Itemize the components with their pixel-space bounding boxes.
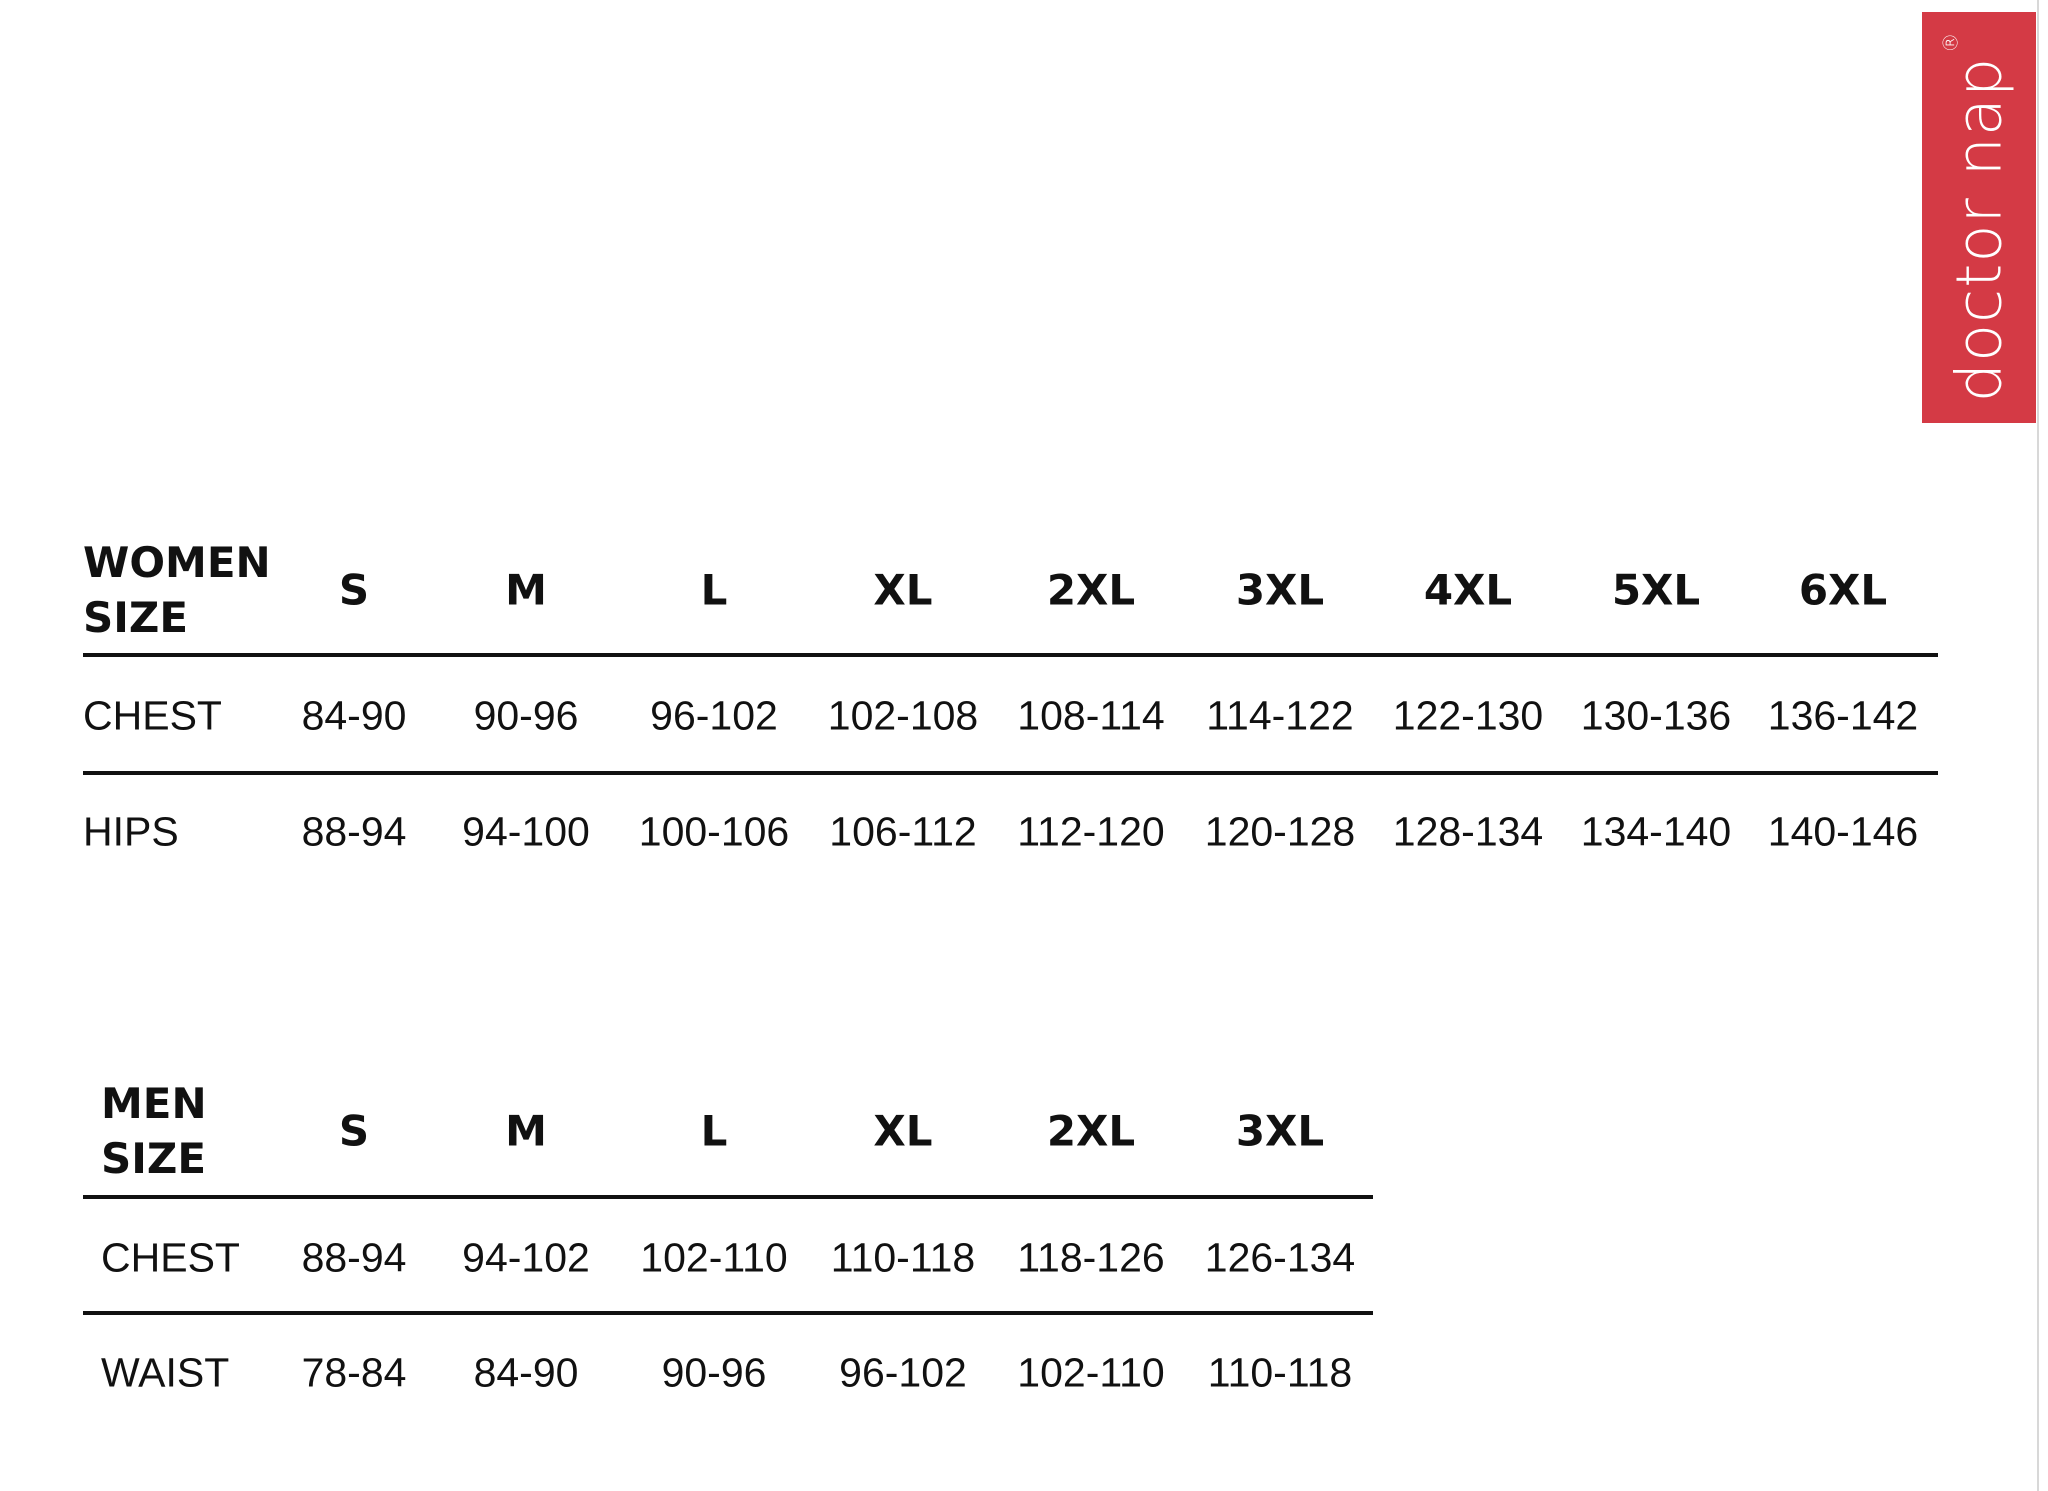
size-header-m: M — [505, 1106, 547, 1156]
size-header-6xl: 6XL — [1798, 565, 1888, 615]
size-header-2xl: 2XL — [1046, 1106, 1136, 1156]
measurement-cell: 90-96 — [473, 692, 579, 739]
heading-line: WOMEN — [83, 538, 271, 587]
measurement-cell: 94-100 — [462, 808, 590, 855]
measurement-cell: 110-118 — [830, 1234, 976, 1281]
measurement-cell: 96-102 — [839, 1349, 967, 1396]
measurement-cell: 134-140 — [1580, 808, 1732, 855]
measurement-cell: 90-96 — [661, 1349, 767, 1396]
measurement-cell: 120-128 — [1204, 808, 1356, 855]
measurement-cell: 88-94 — [301, 1234, 407, 1281]
measurement-cell: 114-122 — [1206, 692, 1354, 739]
row-label-chest: CHEST — [101, 1234, 240, 1281]
measurement-cell: 78-84 — [301, 1349, 407, 1396]
measurement-cell: 84-90 — [473, 1349, 579, 1396]
measurement-cell: 130-136 — [1580, 692, 1732, 739]
measurement-cell: 112-120 — [1017, 808, 1165, 855]
size-header-4xl: 4XL — [1423, 565, 1513, 615]
heading-line: MEN — [101, 1079, 207, 1128]
size-header-2xl: 2XL — [1046, 565, 1136, 615]
measurement-cell: 96-102 — [650, 692, 778, 739]
size-header-l: L — [700, 1106, 728, 1156]
row-divider — [83, 1311, 1373, 1315]
measurement-cell: 102-110 — [640, 1234, 788, 1281]
measurement-cell: 118-126 — [1017, 1234, 1165, 1281]
measurement-cell: 84-90 — [301, 692, 407, 739]
size-header-s: S — [338, 1106, 370, 1156]
size-header-xl: XL — [873, 1106, 933, 1156]
row-label-chest: CHEST — [83, 692, 222, 739]
measurement-cell: 126-134 — [1204, 1234, 1356, 1281]
measurement-cell: 94-102 — [462, 1234, 590, 1281]
row-divider — [83, 653, 1938, 657]
brand-logo-text: doctor nap® — [1938, 31, 2016, 403]
measurement-cell: 108-114 — [1017, 692, 1165, 739]
row-divider — [83, 1195, 1373, 1199]
measurement-cell: 88-94 — [301, 808, 407, 855]
measurement-cell: 122-130 — [1392, 692, 1544, 739]
heading-line: SIZE — [101, 1134, 207, 1183]
measurement-cell: 106-112 — [829, 808, 977, 855]
size-header-3xl: 3XL — [1235, 565, 1325, 615]
measurement-cell: 140-146 — [1767, 808, 1919, 855]
measurement-cell: 128-134 — [1392, 808, 1544, 855]
measurement-cell: 102-108 — [827, 692, 979, 739]
measurement-cell: 110-118 — [1207, 1349, 1353, 1396]
size-header-s: S — [338, 565, 370, 615]
size-header-l: L — [700, 565, 728, 615]
measurement-cell: 100-106 — [638, 808, 790, 855]
size-header-3xl: 3XL — [1235, 1106, 1325, 1156]
measurement-cell: 102-110 — [1017, 1349, 1165, 1396]
measurement-cell: 136-142 — [1767, 692, 1919, 739]
row-label-waist: WAIST — [101, 1349, 230, 1396]
row-label-hips: HIPS — [83, 808, 179, 855]
size-header-xl: XL — [873, 565, 933, 615]
page-edge-divider — [2037, 0, 2039, 1491]
heading-line: SIZE — [83, 593, 189, 642]
row-divider — [83, 771, 1938, 775]
size-header-m: M — [505, 565, 547, 615]
men-size-heading: MEN SIZE — [101, 1076, 207, 1186]
size-header-5xl: 5XL — [1611, 565, 1701, 615]
brand-logo: doctor nap® — [1922, 12, 2036, 423]
women-size-heading: WOMEN SIZE — [83, 535, 271, 645]
